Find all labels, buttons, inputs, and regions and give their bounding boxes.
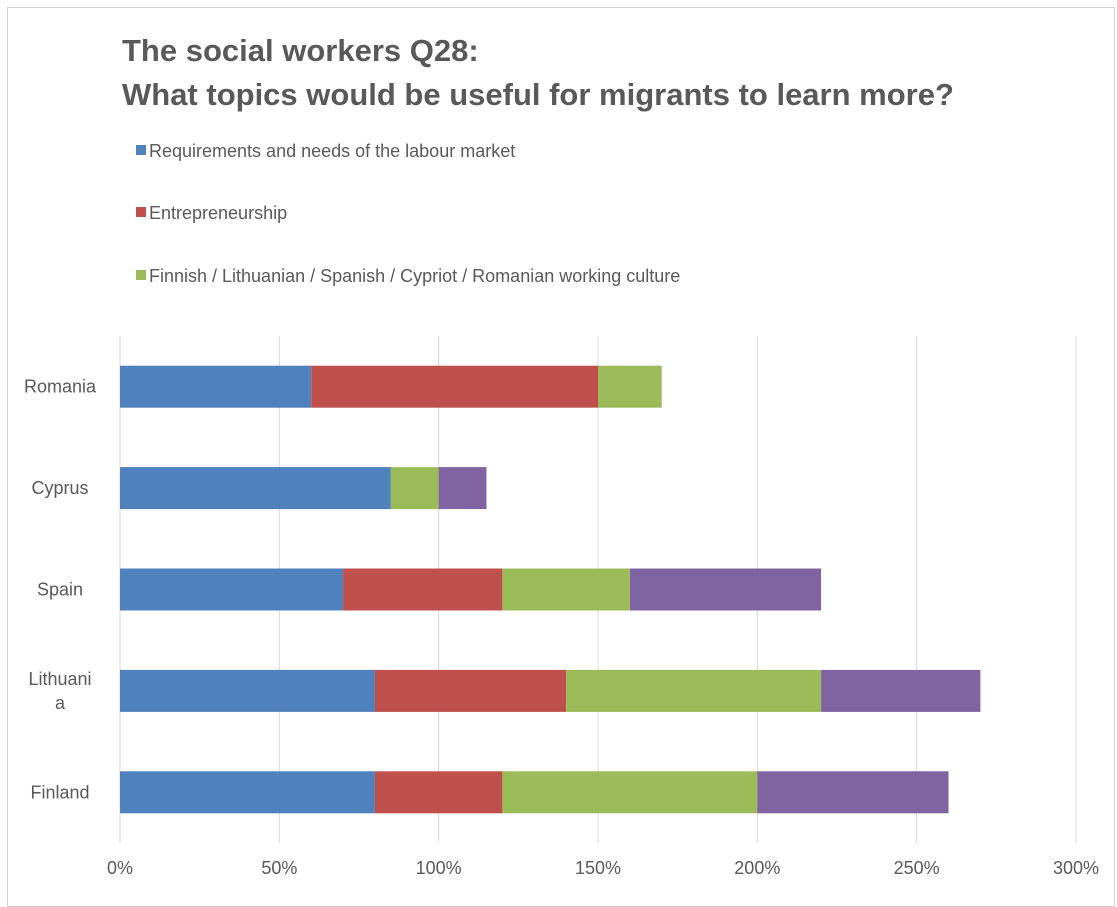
bar-1-series-3 bbox=[438, 467, 487, 510]
bars bbox=[120, 365, 981, 814]
category-label-line: Spain bbox=[37, 580, 83, 600]
legend-label-entrepreneurship: Entrepreneurship bbox=[149, 203, 288, 223]
category-label-3: Lithuani a bbox=[28, 669, 91, 713]
legend-label-working-culture: Finnish / Lithuanian / Spanish / Cypriot… bbox=[149, 266, 681, 286]
bar-2-series-2 bbox=[502, 568, 630, 611]
bar-2-series-0 bbox=[120, 568, 344, 611]
category-label-0: Romania bbox=[24, 377, 97, 397]
category-label-line: a bbox=[55, 693, 66, 713]
bar-3-series-0 bbox=[120, 669, 375, 712]
x-tick-label-2: 100% bbox=[416, 858, 462, 878]
category-label-line: Cyprus bbox=[31, 478, 88, 498]
legend-swatch-labour-market bbox=[136, 145, 146, 155]
legend-label-labour-market: Requirements and needs of the labour mar… bbox=[149, 141, 516, 161]
legend-swatch-working-culture bbox=[136, 270, 146, 280]
bar-2-series-1 bbox=[343, 568, 503, 611]
x-tick-label-0: 0% bbox=[107, 858, 133, 878]
bar-3-series-2 bbox=[566, 669, 822, 712]
bar-3-series-1 bbox=[374, 669, 567, 712]
bar-0-series-1 bbox=[311, 365, 598, 408]
category-label-1: Cyprus bbox=[31, 478, 88, 498]
x-tick-label-4: 200% bbox=[734, 858, 780, 878]
x-tick-label-5: 250% bbox=[894, 858, 940, 878]
category-label-line: Romania bbox=[24, 377, 97, 397]
chart-title-line-2: What topics would be useful for migrants… bbox=[122, 77, 954, 112]
category-labels: Romania Cyprus Spain Lithuani a Finland bbox=[24, 377, 97, 803]
bar-4-series-3 bbox=[757, 771, 949, 814]
category-label-4: Finland bbox=[30, 782, 89, 802]
x-tick-label-3: 150% bbox=[575, 858, 621, 878]
category-label-line: Finland bbox=[30, 782, 89, 802]
x-tick-labels: 0% 50% 100% 150% 200% 250% 300% bbox=[107, 858, 1099, 878]
bar-3-series-3 bbox=[821, 669, 981, 712]
x-tick-label-1: 50% bbox=[261, 858, 297, 878]
legend-item-entrepreneurship: Entrepreneurship bbox=[136, 201, 769, 225]
category-label-line: Lithuani bbox=[28, 669, 91, 689]
bar-2-series-3 bbox=[629, 568, 822, 611]
category-label-2: Spain bbox=[37, 580, 83, 600]
chart-title-line-1: The social workers Q28: bbox=[122, 33, 479, 68]
bar-4-series-0 bbox=[120, 771, 375, 814]
bar-0-series-0 bbox=[120, 365, 312, 408]
legend-item-working-culture: Finnish / Lithuanian / Spanish / Cypriot… bbox=[136, 264, 769, 288]
bar-1-series-2 bbox=[390, 467, 439, 510]
legend-swatch-entrepreneurship bbox=[136, 207, 146, 217]
bar-1-series-0 bbox=[120, 467, 391, 510]
legend-item-labour-market: Requirements and needs of the labour mar… bbox=[136, 139, 769, 163]
bar-4-series-2 bbox=[502, 771, 758, 814]
bar-4-series-1 bbox=[374, 771, 503, 814]
x-tick-label-6: 300% bbox=[1053, 858, 1099, 878]
bar-0-series-2 bbox=[598, 365, 662, 408]
